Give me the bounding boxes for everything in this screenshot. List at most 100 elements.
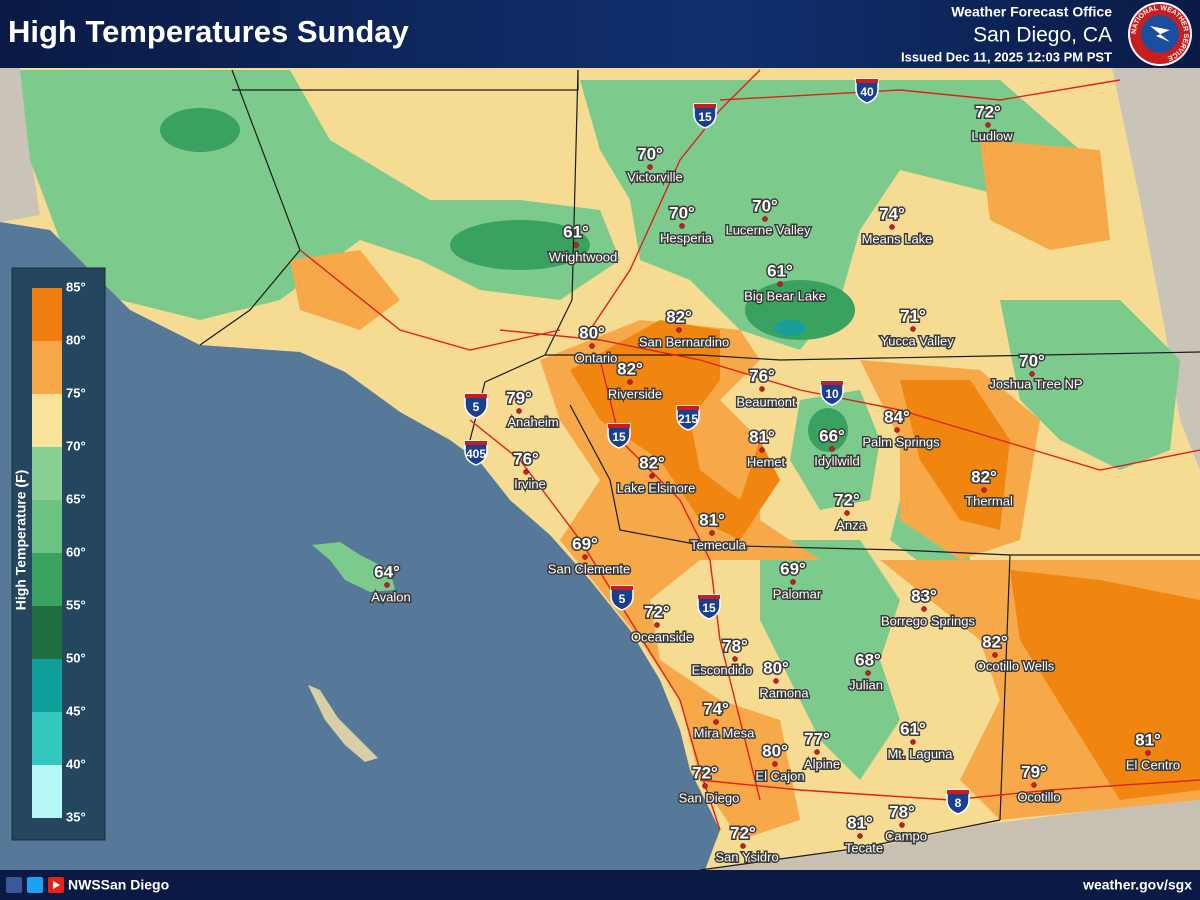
city-temp: 69°	[572, 534, 598, 553]
shield-top	[821, 381, 843, 385]
city-temp: 68°	[855, 650, 881, 669]
city-temp: 76°	[513, 449, 539, 468]
city-name: Ocotillo	[1017, 789, 1060, 804]
legend-label: 60°	[66, 544, 86, 559]
city-name: Avalon	[371, 589, 411, 604]
legend-label: 40°	[66, 756, 86, 771]
city-name: Palm Springs	[862, 434, 940, 449]
legend-label: 85°	[66, 279, 86, 294]
city-temp: 69°	[780, 559, 806, 578]
city-name: Ludlow	[971, 128, 1013, 143]
city-temp: 74°	[703, 699, 729, 718]
city-dot	[1029, 371, 1035, 377]
county-lines	[199, 69, 1200, 871]
city-dot	[773, 678, 779, 684]
footer-bar	[0, 870, 1200, 900]
city-name: Ocotillo Wells	[976, 658, 1055, 673]
legend-label: 65°	[66, 491, 86, 506]
facebook-icon[interactable]	[6, 877, 22, 893]
city-temp: 72°	[834, 490, 860, 509]
cities: 70° Victorville 70° Hesperia 70° Lucerne Vall…	[370, 101, 1182, 866]
city-dot	[777, 281, 783, 287]
city-dot	[759, 386, 765, 392]
city-temp: 82°	[971, 467, 997, 486]
city-name: Ontario	[575, 350, 618, 365]
shield-top	[677, 406, 699, 410]
shield	[610, 585, 634, 611]
city-temp: 80°	[763, 658, 789, 677]
shield-top	[698, 595, 720, 599]
office: Weather Forecast Office	[951, 4, 1112, 20]
dark-green-areas	[160, 108, 855, 452]
city-name: San Ysidro	[715, 849, 778, 864]
shield-top	[608, 424, 630, 428]
city-dot	[702, 783, 708, 789]
youtube-play	[53, 881, 60, 889]
shield	[464, 440, 488, 466]
city-name: San Clemente	[548, 561, 630, 576]
city-dot	[649, 473, 655, 479]
legend-swatch	[32, 288, 62, 341]
shield-top	[947, 790, 969, 794]
city-temp: 82°	[617, 359, 643, 378]
website[interactable]: weather.gov/sgx	[1082, 877, 1192, 893]
city-name: Palomar	[773, 586, 822, 601]
shield	[820, 380, 844, 406]
logo-bolt	[1150, 26, 1170, 42]
city-temp: 74°	[879, 204, 905, 223]
city-dot	[829, 446, 835, 452]
city-name: El Cajon	[755, 768, 804, 783]
city-temp: 81°	[847, 813, 873, 832]
legend-swatch	[32, 606, 62, 659]
shield	[697, 594, 721, 620]
city-temp: 70°	[637, 144, 663, 163]
city-dot	[857, 833, 863, 839]
shield-number: 5	[473, 400, 480, 414]
shield-number: 5	[619, 592, 626, 606]
shield	[855, 78, 879, 104]
legend-title: High Temperature (F)	[13, 470, 29, 611]
shield-top	[465, 441, 487, 445]
city-name: Hesperia	[660, 230, 713, 245]
city-dot	[732, 656, 738, 662]
city-temp: 76°	[749, 366, 775, 385]
city-dot	[992, 652, 998, 658]
city-dot	[889, 224, 895, 230]
city-name: Tecate	[845, 840, 883, 855]
city-name: Lake Elsinore	[617, 480, 696, 495]
legend-label: 35°	[66, 809, 86, 824]
city-temp: 82°	[666, 307, 692, 326]
city-dot	[790, 579, 796, 585]
city-dot	[772, 761, 778, 767]
shield	[693, 103, 717, 129]
city-dot	[647, 164, 653, 170]
shield-top	[465, 394, 487, 398]
city-name: Anza	[836, 517, 866, 532]
city-temp: 82°	[639, 453, 665, 472]
city-dot	[921, 606, 927, 612]
shield-number: 405	[466, 447, 486, 461]
city-temp: 80°	[762, 741, 788, 760]
legend-swatch	[32, 447, 62, 500]
city-dot	[516, 408, 522, 414]
city-dot	[844, 510, 850, 516]
city-dot	[985, 122, 991, 128]
shield-top	[694, 104, 716, 108]
city-dot	[573, 242, 579, 248]
legend-swatch	[32, 712, 62, 765]
city-name: Mt. Laguna	[887, 746, 953, 761]
city-dot	[523, 469, 529, 475]
city-temp: 71°	[900, 306, 926, 325]
twitter-icon[interactable]	[27, 877, 43, 893]
shield-number: 10	[825, 387, 839, 401]
city-temp: 61°	[563, 222, 589, 241]
city-name: Lucerne Valley	[725, 222, 811, 237]
header-bar	[0, 0, 1200, 68]
city-temp: 77°	[804, 729, 830, 748]
terrain-nw	[0, 68, 40, 222]
city-name: Beaumont	[736, 394, 796, 409]
city-temp: 61°	[900, 719, 926, 738]
shield-number: 15	[612, 430, 626, 444]
city-name: Idyllwild	[814, 453, 860, 468]
